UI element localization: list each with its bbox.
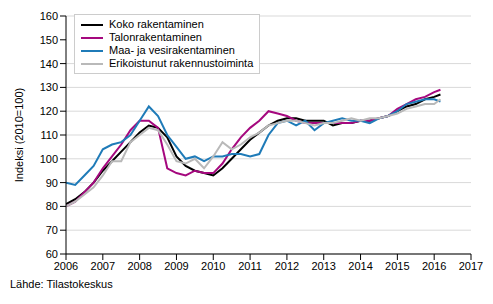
svg-text:2007: 2007 xyxy=(91,260,115,272)
svg-text:2016: 2016 xyxy=(422,260,446,272)
html-text:Maa- ja vesirakentaminen: Maa- ja vesirakentaminen xyxy=(109,44,235,56)
svg-text:100: 100 xyxy=(40,153,58,165)
svg-text:2009: 2009 xyxy=(164,260,188,272)
svg-text:2012: 2012 xyxy=(275,260,299,272)
svg-text:2017: 2017 xyxy=(459,260,483,272)
svg-text:90: 90 xyxy=(46,177,58,189)
svg-text:110: 110 xyxy=(40,129,58,141)
svg-text:2008: 2008 xyxy=(127,260,151,272)
svg-text:2006: 2006 xyxy=(54,260,78,272)
svg-text:80: 80 xyxy=(46,200,58,212)
svg-text:140: 140 xyxy=(40,58,58,70)
svg-text:120: 120 xyxy=(40,105,58,117)
svg-text:160: 160 xyxy=(40,10,58,22)
svg-text:2013: 2013 xyxy=(311,260,335,272)
svg-text:130: 130 xyxy=(40,81,58,93)
html-text:Lähde: Tilastokeskus: Lähde: Tilastokeskus xyxy=(10,278,113,290)
svg-text:70: 70 xyxy=(46,224,58,236)
svg-text:2010: 2010 xyxy=(201,260,225,272)
html-text:Talonrakentaminen: Talonrakentaminen xyxy=(109,31,202,43)
svg-text:2014: 2014 xyxy=(348,260,372,272)
svg-text:2015: 2015 xyxy=(385,260,409,272)
svg-text:Indeksi (2010=100): Indeksi (2010=100) xyxy=(13,88,25,182)
svg-text:2011: 2011 xyxy=(238,260,262,272)
html-text:Koko rakentaminen: Koko rakentaminen xyxy=(109,18,204,30)
svg-text:60: 60 xyxy=(46,248,58,260)
svg-text:150: 150 xyxy=(40,34,58,46)
html-text:Erikoistunut rakennustoiminta: Erikoistunut rakennustoiminta xyxy=(109,57,254,69)
